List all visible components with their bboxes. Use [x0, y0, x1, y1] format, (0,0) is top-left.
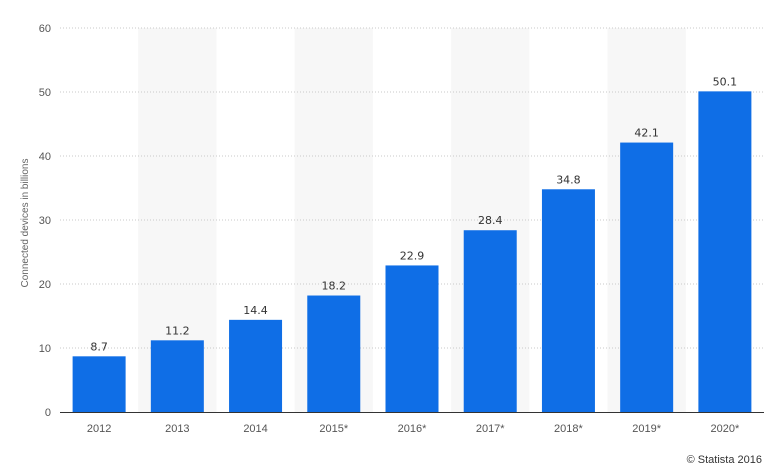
y-tick-label: 10 [39, 343, 51, 355]
bar-2020[interactable] [698, 91, 752, 413]
value-label: 22.9 [400, 249, 425, 262]
value-label: 8.7 [90, 340, 108, 353]
y-tick-label: 0 [45, 407, 51, 419]
x-tick-label: 2018* [554, 423, 583, 435]
x-tick-label: 2016* [398, 423, 427, 435]
bar-2013[interactable] [150, 340, 204, 412]
y-tick-label: 60 [39, 23, 51, 35]
value-label: 42.1 [634, 127, 659, 140]
value-label: 11.2 [165, 324, 190, 337]
y-tick-labels: 0 10 20 30 40 50 60 [39, 23, 51, 419]
x-tick-label: 2012 [87, 423, 111, 435]
bar-2015[interactable] [307, 295, 361, 412]
x-tick-label: 2017* [476, 423, 505, 435]
bar-2014[interactable] [229, 319, 283, 412]
x-tick-label: 2019* [632, 423, 661, 435]
x-tick-label: 2014 [243, 423, 267, 435]
value-labels: 8.7 11.2 14.4 18.2 22.9 28.4 34.8 42.1 50.1 [90, 75, 737, 353]
statista-credit[interactable]: © Statista 2016 [686, 454, 762, 466]
value-label: 14.4 [243, 304, 268, 317]
bar-2016[interactable] [385, 265, 439, 412]
value-label: 18.2 [322, 280, 347, 293]
x-tick-label: 2015* [319, 423, 348, 435]
bars [72, 91, 752, 413]
x-tick-label: 2020* [711, 423, 740, 435]
value-label: 28.4 [478, 214, 503, 227]
y-tick-label: 50 [39, 87, 51, 99]
bar-2018[interactable] [541, 189, 595, 412]
y-tick-label: 40 [39, 151, 51, 163]
x-tick-labels: 2012 2013 2014 2015* 2016* 2017* 2018* 2019* 202… [87, 423, 740, 435]
y-tick-label: 30 [39, 215, 51, 227]
x-tick-label: 2013 [165, 423, 189, 435]
y-axis-title: Connected devices in billions [20, 159, 31, 288]
bar-2012[interactable] [72, 356, 126, 412]
bar-2019[interactable] [620, 142, 674, 412]
bar-2017[interactable] [463, 230, 517, 412]
y-tick-label: 20 [39, 279, 51, 291]
value-label: 50.1 [713, 75, 738, 88]
value-label: 34.8 [556, 173, 581, 186]
